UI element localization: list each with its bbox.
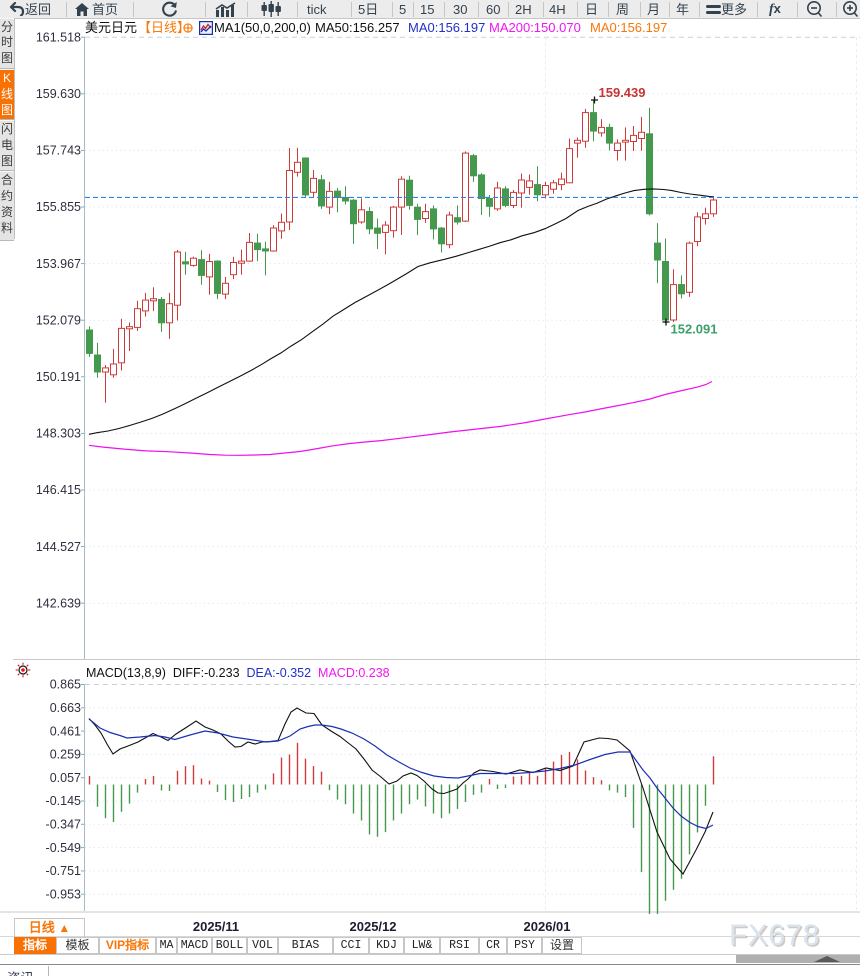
svg-text:144.527: 144.527	[36, 540, 81, 554]
svg-text:152.091: 152.091	[671, 322, 718, 337]
svg-text:153.967: 153.967	[36, 257, 81, 271]
svg-text:146.415: 146.415	[36, 483, 81, 497]
svg-text:159.439: 159.439	[599, 85, 646, 100]
svg-text:-0.751: -0.751	[46, 864, 81, 878]
svg-text:-0.953: -0.953	[46, 887, 81, 901]
svg-text:0.057: 0.057	[50, 771, 81, 785]
svg-text:155.855: 155.855	[36, 200, 81, 214]
svg-text:161.518: 161.518	[36, 30, 81, 44]
svg-text:157.743: 157.743	[36, 144, 81, 158]
svg-text:159.630: 159.630	[36, 87, 81, 101]
svg-text:-0.549: -0.549	[46, 841, 81, 855]
svg-text:148.303: 148.303	[36, 427, 81, 441]
svg-text:-0.145: -0.145	[46, 794, 81, 808]
svg-text:142.639: 142.639	[36, 596, 81, 610]
svg-text:0.461: 0.461	[50, 724, 81, 738]
svg-text:0.865: 0.865	[50, 678, 81, 692]
svg-text:150.191: 150.191	[36, 370, 81, 384]
svg-text:152.079: 152.079	[36, 313, 81, 327]
svg-text:0.663: 0.663	[50, 701, 81, 715]
svg-text:-0.347: -0.347	[46, 818, 81, 832]
svg-text:0.259: 0.259	[50, 748, 81, 762]
